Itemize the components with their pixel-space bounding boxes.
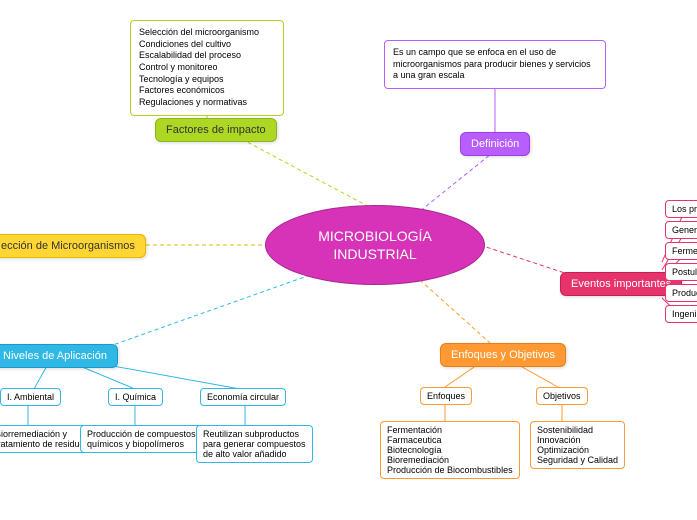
- eventos-item: Produc: [665, 284, 697, 302]
- factores-text: Selección del microorganismo Condiciones…: [130, 20, 284, 116]
- eventos-item: Postul: [665, 263, 697, 281]
- seleccion-node: ección de Microorganismos: [0, 234, 146, 258]
- niveles-item-0: I. Ambiental: [0, 388, 61, 406]
- enfoques-node: Enfoques y Objetivos: [440, 343, 566, 367]
- eventos-item: Ferme: [665, 242, 697, 260]
- definicion-node: Definición: [460, 132, 530, 156]
- eventos-items: Los pri Genero Ferme Postul Produc Ingeni: [665, 200, 697, 323]
- factores-node: Factores de impacto: [155, 118, 277, 142]
- niveles-node: Niveles de Aplicación: [0, 344, 118, 368]
- eventos-item: Los pri: [665, 200, 697, 218]
- enfoques-desc-0: Fermentación Farmaceutica Biotecnología …: [380, 421, 520, 479]
- niveles-item-1: I. Química: [108, 388, 163, 406]
- enfoques-group-0: Enfoques: [420, 387, 472, 405]
- niveles-desc-2: Reutilizan subproductos para generar com…: [196, 425, 313, 463]
- center-node: MICROBIOLOGÍA INDUSTRIAL: [265, 205, 485, 285]
- enfoques-group-1: Objetivos: [536, 387, 588, 405]
- eventos-node: Eventos importantes: [560, 272, 682, 296]
- niveles-item-2: Economía circular: [200, 388, 286, 406]
- eventos-item: Genero: [665, 221, 697, 239]
- enfoques-desc-1: Sostenibilidad Innovación Optimización S…: [530, 421, 625, 469]
- definicion-text: Es un campo que se enfoca en el uso de m…: [384, 40, 606, 89]
- niveles-desc-1: Producción de compuestos químicos y biop…: [80, 425, 203, 453]
- eventos-item: Ingeni: [665, 305, 697, 323]
